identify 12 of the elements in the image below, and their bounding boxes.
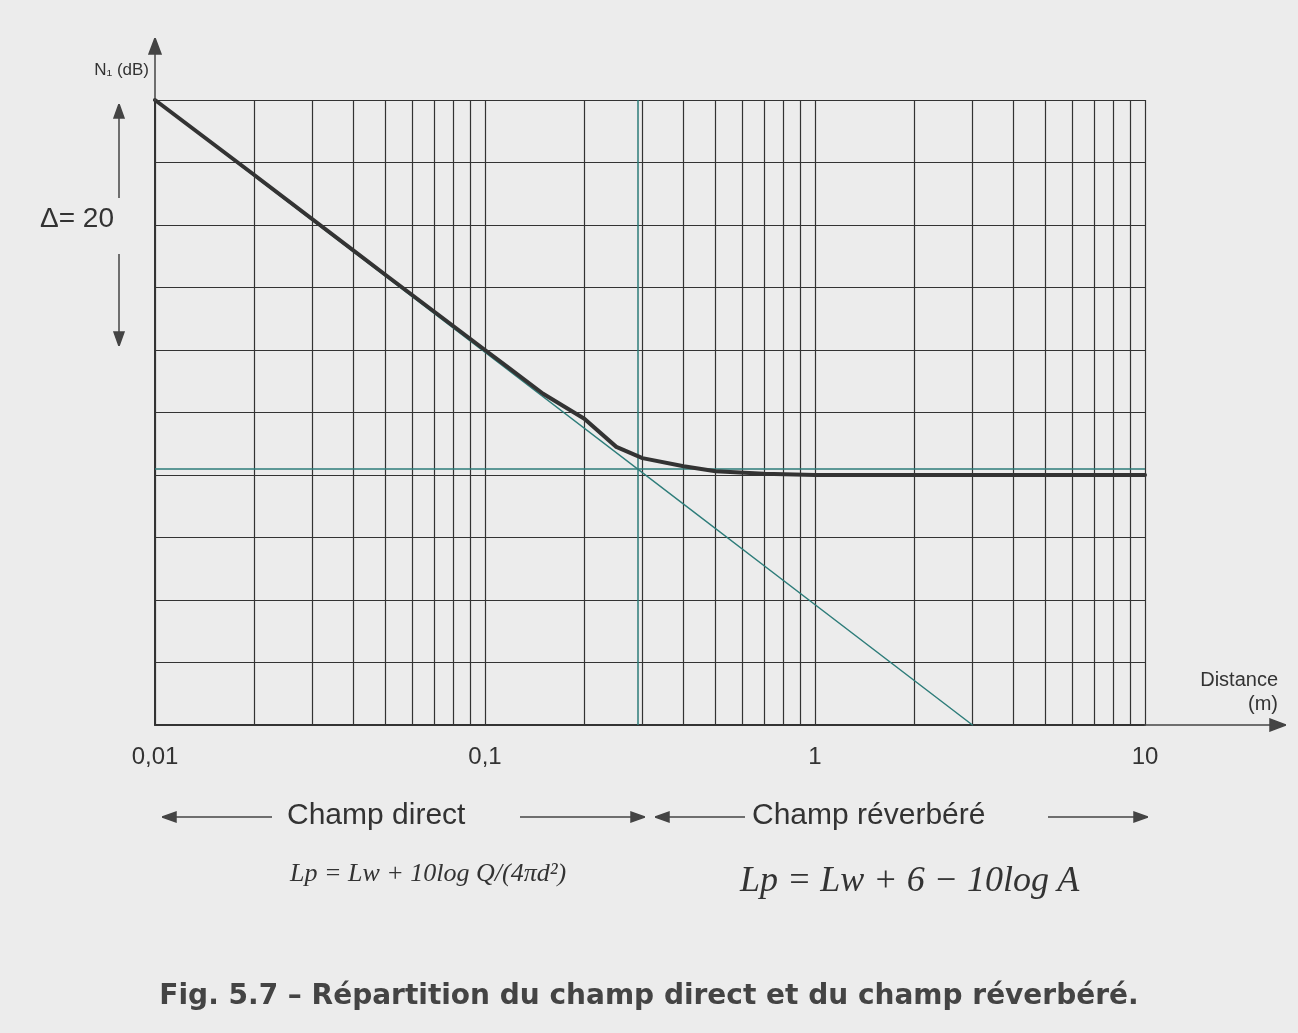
x-tick-label: 0,01 xyxy=(131,741,179,769)
x-axis-title: Distance (m) xyxy=(1200,668,1278,714)
text: Δ= 20 xyxy=(40,202,114,234)
x-tick-label: 10 xyxy=(1131,741,1159,769)
text: Champ direct xyxy=(287,797,466,831)
text: Lp = Lw + 10log Q/(4πd²) xyxy=(290,858,567,888)
y-axis-title: N₁ (dB) xyxy=(94,60,149,79)
x-tick-label: 1 xyxy=(808,741,822,769)
text: Champ réverbéré xyxy=(752,797,986,831)
text: Fig. 5.7 – Répartition du champ direct et du champ réverbéré. xyxy=(158,978,1140,1011)
x-tick-label: 0,1 xyxy=(468,741,502,769)
text: Lp = Lw + 6 − 10log A xyxy=(740,858,1080,900)
